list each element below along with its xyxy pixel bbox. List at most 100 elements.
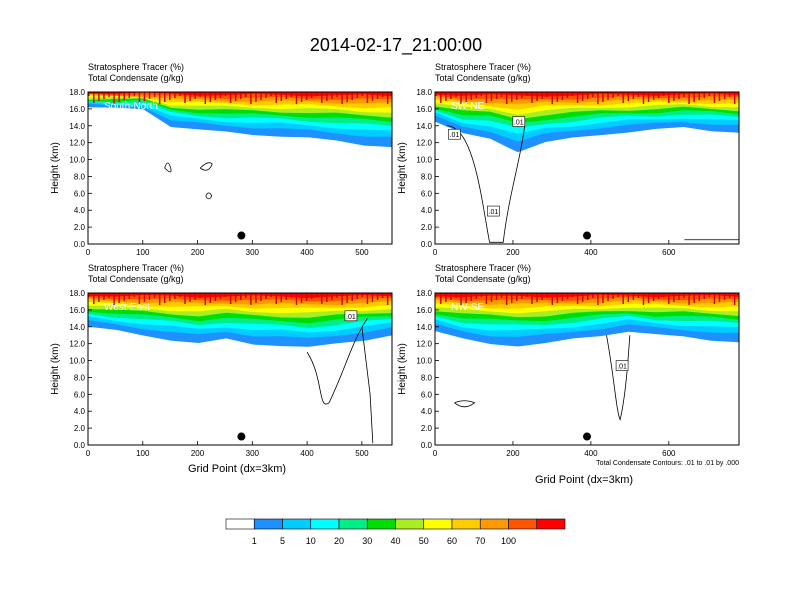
plot-area <box>435 92 739 244</box>
tracer-speckle <box>310 293 313 299</box>
tracer-speckle <box>566 92 569 98</box>
tracer-speckle <box>495 293 498 300</box>
contour-label: .01 <box>514 120 524 127</box>
tracer-speckle <box>728 92 731 97</box>
tracer-speckle <box>255 92 257 102</box>
tracer-speckle <box>321 293 323 304</box>
tracer-speckle <box>455 92 457 97</box>
y-tick-label: 18.0 <box>416 289 432 298</box>
panel-label: South-North <box>104 101 158 112</box>
tracer-speckle <box>657 293 660 299</box>
tracer-speckle <box>581 293 584 302</box>
plot-frame <box>434 91 740 245</box>
tracer-speckle <box>250 92 252 104</box>
contour-label-box <box>512 116 526 127</box>
tracer-speckle <box>723 92 726 99</box>
tracer-speckle <box>708 293 711 297</box>
tracer-speckle <box>541 293 543 300</box>
x-tick-label: 200 <box>191 248 205 257</box>
tracer-speckle <box>713 92 716 103</box>
colorbar-swatch <box>508 518 538 530</box>
tracer-speckle <box>123 92 125 100</box>
tracer-speckle <box>356 92 359 98</box>
tracer-speckle <box>693 92 695 102</box>
tracer-speckle <box>581 92 584 101</box>
y-tick-label: 0.0 <box>421 441 433 450</box>
x-tick-label: 100 <box>136 248 150 257</box>
subtitle-tracer: Stratosphere Tracer (%) <box>88 62 184 72</box>
tracer-speckle <box>280 92 283 101</box>
tracer-speckle <box>561 293 564 301</box>
tracer-speckle <box>516 293 518 301</box>
tracer-speckle <box>229 293 232 304</box>
colorbar-label: 100 <box>501 536 516 546</box>
tracer-speckle <box>632 293 635 300</box>
contour-line <box>361 326 374 444</box>
tracer-speckle <box>118 293 120 303</box>
x-axis-label: Grid Point (dx=3km) <box>188 463 286 475</box>
tracer-speckle <box>531 92 533 103</box>
tracer-speckle <box>300 92 303 102</box>
y-tick-label: 2.0 <box>421 424 433 433</box>
tracer-speckle <box>627 92 630 101</box>
y-tick-label: 14.0 <box>416 323 432 332</box>
tracer-speckle <box>460 92 462 104</box>
tracer-speckle <box>571 293 574 297</box>
tracer-speckle <box>331 293 333 300</box>
plot-area <box>88 293 392 445</box>
tracer-speckle <box>148 293 151 300</box>
tracer-speckle <box>316 293 318 297</box>
tracer-speckle <box>612 293 614 299</box>
tracer-speckle <box>465 293 467 303</box>
tracer-speckle <box>455 293 457 298</box>
tracer-speckle <box>326 293 328 302</box>
panel-label: West-East <box>104 302 150 313</box>
y-tick-label: 18.0 <box>69 289 85 298</box>
tracer-speckle <box>290 92 293 97</box>
panel-label: SW-NE <box>451 101 484 112</box>
tracer-speckle <box>541 92 543 99</box>
tracer-speckle <box>164 92 166 102</box>
y-tick-label: 12.0 <box>416 340 432 349</box>
y-axis-label: Height (km) <box>50 343 61 395</box>
y-tick-label: 0.0 <box>421 240 433 249</box>
contour-line <box>200 162 213 171</box>
colorbar-swatch <box>310 518 340 530</box>
x-axis-label: Grid Point (dx=3km) <box>535 474 633 486</box>
tracer-speckle <box>361 293 364 297</box>
tracer-speckle <box>678 92 680 99</box>
x-tick-label: 200 <box>191 449 205 458</box>
tracer-speckle <box>250 293 252 305</box>
tracer-speckle <box>475 92 478 98</box>
tracer-speckle <box>490 293 493 302</box>
tracer-speckle <box>285 293 288 300</box>
tracer-speckle <box>189 92 191 101</box>
contour-label-box <box>487 205 500 217</box>
tracer-speckle <box>194 92 196 99</box>
tracer-speckle <box>346 92 348 102</box>
tracer-speckle <box>214 293 217 301</box>
y-tick-label: 12.0 <box>416 139 432 148</box>
tracer-speckle <box>376 92 379 99</box>
tracer-speckle <box>607 92 609 100</box>
tracer-speckle <box>485 293 488 304</box>
tracer-speckle <box>703 92 706 98</box>
tracer-speckle <box>143 293 146 302</box>
tracer-speckle <box>587 92 589 99</box>
tracer-speckle <box>505 293 508 305</box>
tracer-speckle <box>164 293 166 303</box>
tracer-speckle <box>321 92 323 103</box>
tracer-speckle <box>642 293 645 305</box>
tracer-speckle <box>123 293 125 301</box>
tracer-speckle <box>688 293 690 305</box>
tracer-speckle <box>128 92 131 98</box>
plot-area <box>88 92 392 244</box>
tracer-speckle <box>189 293 191 302</box>
x-tick-label: 0 <box>433 248 438 257</box>
tracer-speckle <box>480 293 483 297</box>
subtitle-condensate: Total Condensate (g/kg) <box>435 73 531 83</box>
tracer-speckle <box>234 92 237 101</box>
tracer-speckle <box>460 293 462 305</box>
tracer-speckle <box>169 293 171 301</box>
tracer-speckle <box>270 92 272 96</box>
